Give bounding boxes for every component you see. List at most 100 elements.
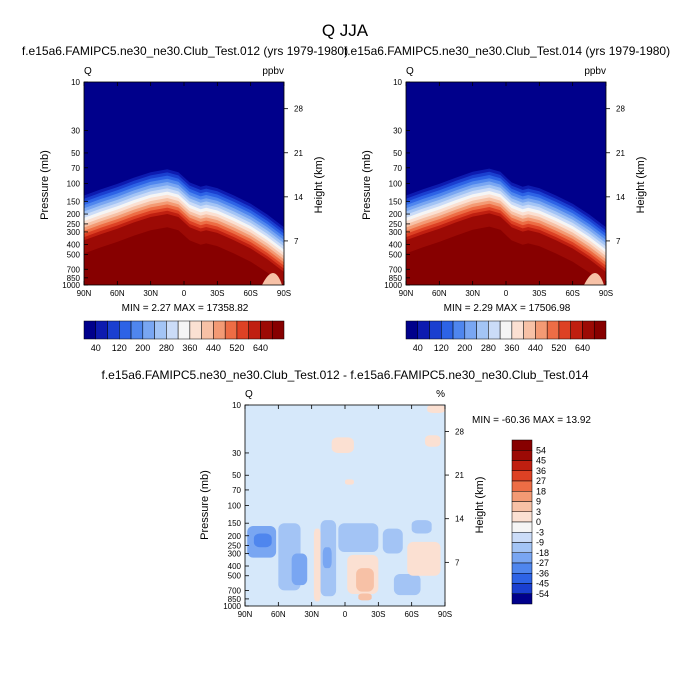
y-tick-label: 150 — [67, 197, 81, 206]
panel-diff-variable: Q — [245, 389, 253, 400]
colorbar-label: 45 — [536, 456, 546, 466]
colorbar-label: 360 — [182, 343, 197, 353]
colorbar-box-14 — [511, 583, 533, 594]
y-right-tick-label: 21 — [616, 149, 625, 158]
y-right-tick-label: 7 — [616, 237, 621, 246]
colorbar-label: -36 — [536, 568, 549, 578]
x-tick-label: 90S — [599, 289, 613, 298]
y-tick-label: 10 — [71, 78, 80, 87]
y-tick-label: 50 — [71, 149, 80, 158]
colorbar-label: 18 — [536, 486, 546, 496]
x-tick-label: 90N — [399, 289, 414, 298]
y-tick-label: 1000 — [223, 602, 241, 611]
x-tick-label: 60S — [566, 289, 580, 298]
panel-a-variable: Q — [84, 66, 92, 77]
colorbar-label: 200 — [457, 343, 472, 353]
panel-diff-ylabel: Pressure (mb) — [199, 470, 211, 540]
colorbar-box-5 — [142, 320, 155, 340]
diff-patch-4 — [313, 528, 321, 602]
y-tick-label: 700 — [389, 265, 403, 274]
y-right-tick-label: 14 — [455, 515, 464, 524]
panel-b-units: ppbv — [584, 66, 606, 77]
x-tick-label: 30S — [532, 289, 546, 298]
y-tick-label: 30 — [71, 126, 80, 135]
colorbar-box-11 — [535, 320, 548, 340]
colorbar-label: 520 — [229, 343, 244, 353]
y-right-tick-label: 21 — [294, 149, 303, 158]
colorbar-box-12 — [224, 320, 238, 340]
panel-diff-title: f.e15a6.FAMIPC5.ne30_ne30.Club_Test.012 … — [102, 368, 589, 382]
colorbar-box-13 — [511, 573, 533, 584]
x-tick-label: 60N — [271, 610, 286, 619]
colorbar-box-8 — [511, 521, 533, 533]
y-right-tick-label: 28 — [294, 105, 303, 114]
colorbar-box-11 — [511, 552, 533, 564]
colorbar-box-7 — [166, 320, 179, 340]
colorbar-box-4 — [452, 320, 466, 340]
colorbar-label: 440 — [206, 343, 221, 353]
colorbar-label: 360 — [504, 343, 519, 353]
panel-diff-stats: MIN = -60.36 MAX = 13.92 — [472, 415, 591, 426]
colorbar-box-11 — [213, 320, 226, 340]
colorbar-box-14 — [248, 320, 261, 340]
y-tick-label: 70 — [232, 486, 241, 495]
y-tick-label: 250 — [389, 220, 403, 229]
y-tick-label: 300 — [228, 549, 242, 558]
y-tick-label: 70 — [71, 164, 80, 173]
panel-b-colorbar: 40 120 200 280 360 440 520 640 — [405, 320, 607, 353]
y-tick-label: 850 — [389, 274, 403, 283]
y-tick-label: 10 — [393, 78, 402, 87]
colorbar-box-3 — [441, 320, 454, 340]
colorbar-box-7 — [511, 511, 533, 523]
panel-b-title: f.e15a6.FAMIPC5.ne30_ne30.Club_Test.014 … — [344, 44, 670, 58]
colorbar-box-8 — [177, 320, 191, 340]
colorbar-label: -45 — [536, 579, 549, 589]
colorbar-label: 0 — [536, 517, 541, 527]
y-tick-label: 100 — [67, 180, 81, 189]
diff-patch-3 — [291, 553, 308, 586]
colorbar-box-7 — [488, 320, 501, 340]
panel-a-ylabel-right: Height (km) — [313, 157, 325, 214]
y-right-tick-label: 14 — [616, 193, 625, 202]
panel-model-b: f.e15a6.FAMIPC5.ne30_ne30.Club_Test.014 … — [344, 44, 670, 353]
y-tick-label: 100 — [228, 502, 242, 511]
panel-difference: f.e15a6.FAMIPC5.ne30_ne30.Club_Test.012 … — [102, 368, 592, 619]
diff-patch-18 — [427, 405, 445, 413]
colorbar-label: -9 — [536, 538, 544, 548]
x-tick-label: 60S — [405, 610, 419, 619]
colorbar-box-5 — [511, 491, 533, 502]
y-tick-label: 70 — [393, 164, 402, 173]
y-tick-label: 10 — [232, 401, 241, 410]
colorbar-box-12 — [511, 562, 533, 574]
colorbar-label: -54 — [536, 589, 549, 599]
colorbar-box-8 — [499, 320, 513, 340]
contour-band-15 — [84, 227, 284, 286]
colorbar-box-15 — [511, 593, 533, 605]
y-tick-label: 30 — [232, 449, 241, 458]
colorbar-label: 280 — [159, 343, 174, 353]
colorbar-box-6 — [154, 320, 167, 340]
panel-model-a: f.e15a6.FAMIPC5.ne30_ne30.Club_Test.012 … — [22, 44, 348, 353]
y-tick-label: 100 — [389, 180, 403, 189]
x-tick-label: 0 — [343, 610, 348, 619]
y-right-tick-label: 7 — [294, 237, 299, 246]
colorbar-box-10 — [511, 542, 533, 553]
diff-patch-13 — [411, 520, 432, 534]
colorbar-box-1 — [95, 320, 108, 340]
y-tick-label: 50 — [232, 471, 241, 480]
figure-title: Q JJA — [322, 21, 369, 40]
colorbar-label: 280 — [481, 343, 496, 353]
panel-diff-units: % — [436, 389, 445, 400]
diff-patch-6 — [322, 547, 332, 569]
panel-a-units: ppbv — [262, 66, 284, 77]
colorbar-label: 36 — [536, 466, 546, 476]
panel-a-colorbar: 40 120 200 280 360 440 520 640 — [83, 320, 285, 353]
colorbar-label: 27 — [536, 476, 546, 486]
contour-band-15 — [406, 226, 606, 286]
y-tick-label: 50 — [393, 149, 402, 158]
colorbar-box-2 — [429, 320, 442, 340]
y-tick-label: 250 — [228, 541, 242, 550]
y-tick-label: 300 — [389, 228, 403, 237]
panel-b-variable: Q — [406, 66, 414, 77]
